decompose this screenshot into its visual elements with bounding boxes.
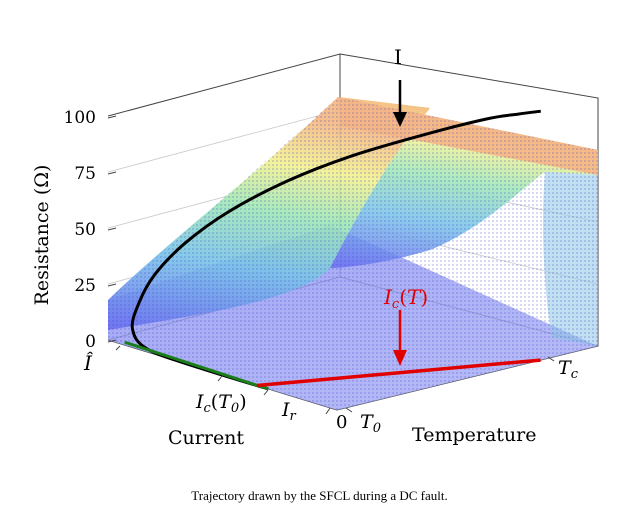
label-I: I [394, 45, 402, 69]
tick-T0: T0 [360, 411, 381, 436]
critical-current-curve [256, 358, 541, 388]
surface-plot: 100 75 50 25 0 Resistance (Ω) Î Ic(T0) I… [31, 45, 599, 449]
arrow-Ic-head [393, 350, 407, 366]
temperature-axis-label: Temperature [412, 424, 536, 446]
label-Ic-T: Ic(T) [383, 285, 428, 312]
current-axis-label: Current [168, 427, 244, 449]
tick-zero: 0 [336, 412, 347, 433]
current-axis: Î Ic(T0) Ir 0 Current [83, 345, 347, 449]
z-tick-25: 25 [74, 276, 96, 296]
z-tick-0: 0 [85, 332, 96, 352]
tick-Ihat: Î [83, 351, 94, 375]
superconducting-segment [124, 340, 269, 391]
tick-Ic-T0: Ic(T0) [195, 391, 247, 416]
annotation-arrows [393, 80, 407, 366]
tick-Ir: Ir [281, 399, 297, 424]
figure-caption: Trajectory drawn by the SFCL during a DC… [191, 488, 448, 503]
z-axis-label: Resistance (Ω) [31, 165, 53, 306]
tick-Tc: Tc [558, 357, 579, 382]
trajectory-group [124, 109, 541, 391]
z-tick-100: 100 [64, 108, 96, 128]
arrow-I-head [393, 112, 407, 127]
annotation-labels: I Ic(T) [383, 45, 428, 312]
z-tick-75: 75 [74, 164, 96, 184]
z-axis: 100 75 50 25 0 Resistance (Ω) [31, 108, 117, 352]
z-tick-50: 50 [74, 220, 96, 240]
